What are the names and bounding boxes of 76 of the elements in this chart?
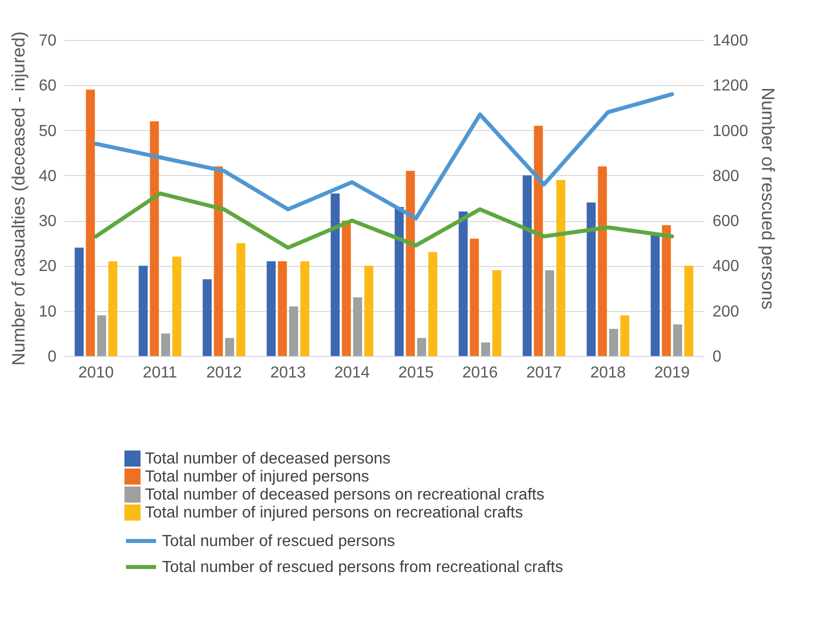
- bar: [86, 90, 95, 356]
- bar: [598, 166, 607, 356]
- bar: [214, 166, 223, 356]
- bar: [650, 234, 660, 356]
- legend-label: Total number of deceased persons on recreational crafts: [145, 486, 544, 504]
- bar: [225, 338, 234, 356]
- y-axis-title: Number of casualties (deceased - injured): [8, 31, 29, 366]
- x-tick-label: 2017: [526, 364, 562, 382]
- bar: [108, 261, 118, 356]
- x-tick-label: 2012: [206, 364, 242, 382]
- legend-label: Total number of injured persons on recreational crafts: [145, 504, 523, 522]
- bar: [492, 270, 502, 356]
- y2-tick-label: 1400: [712, 32, 748, 50]
- y2-axis-title: Number of rescued persons: [758, 87, 778, 310]
- line-series: [94, 191, 674, 250]
- y-tick-label: 60: [38, 78, 57, 95]
- bar: [394, 207, 404, 356]
- y2-tick-label: 400: [712, 258, 740, 276]
- bar: [342, 220, 351, 356]
- bar: [673, 324, 682, 356]
- bar: [609, 328, 618, 356]
- bar: [534, 126, 543, 356]
- bar: [428, 252, 438, 356]
- bar: [138, 266, 148, 356]
- bar: [481, 342, 490, 356]
- x-tick-label: 2019: [654, 364, 690, 382]
- y2-tick-label: 1200: [712, 78, 748, 95]
- y-tick-label: 10: [38, 303, 57, 320]
- y2-tick-label: 0: [712, 348, 722, 366]
- y2-tick-label: 200: [712, 303, 740, 320]
- bar: [470, 238, 479, 356]
- bar: [662, 225, 671, 356]
- legend-label: Total number of rescued persons from recreational crafts: [162, 559, 564, 576]
- line-series: [94, 92, 674, 220]
- bar: [586, 202, 596, 356]
- y-tick-label: 30: [38, 213, 57, 230]
- y2-tick-label: 1000: [712, 122, 748, 140]
- bar: [236, 243, 246, 356]
- y-tick-label: 20: [38, 258, 57, 276]
- bar: [522, 175, 532, 356]
- legend-label: Total number of deceased persons: [145, 450, 390, 468]
- bar: [556, 180, 566, 356]
- bar: [289, 306, 298, 356]
- bar: [406, 170, 415, 356]
- bar: [97, 315, 106, 356]
- x-tick-label: 2015: [398, 364, 434, 382]
- x-tick-label: 2010: [78, 364, 114, 382]
- bar: [684, 266, 694, 356]
- bar: [161, 333, 170, 356]
- y-tick-label: 50: [38, 122, 57, 140]
- y2-tick-label: 600: [712, 213, 740, 230]
- bar: [150, 121, 159, 356]
- y-tick-label: 70: [38, 32, 57, 50]
- bar: [202, 279, 212, 356]
- bar: [417, 338, 426, 356]
- bar: [300, 261, 310, 356]
- x-tick-label: 2014: [334, 364, 370, 382]
- legend-label: Total number of injured persons: [145, 468, 370, 486]
- bar: [278, 261, 287, 356]
- y2-tick-label: 800: [712, 168, 740, 185]
- bar: [74, 248, 84, 356]
- bar: [330, 193, 340, 356]
- bar: [545, 270, 554, 356]
- y-tick-label: 40: [38, 168, 57, 185]
- bar: [620, 315, 630, 356]
- bar: [353, 297, 362, 356]
- bar: [266, 261, 276, 356]
- x-tick-label: 2016: [462, 364, 498, 382]
- x-tick-label: 2013: [270, 364, 306, 382]
- legend-label: Total number of rescued persons: [162, 533, 396, 550]
- x-tick-label: 2011: [142, 364, 178, 382]
- bar: [364, 266, 374, 356]
- y-tick-label: 0: [48, 348, 57, 366]
- bar: [172, 256, 182, 356]
- bar: [458, 212, 468, 356]
- x-tick-label: 2018: [590, 364, 626, 382]
